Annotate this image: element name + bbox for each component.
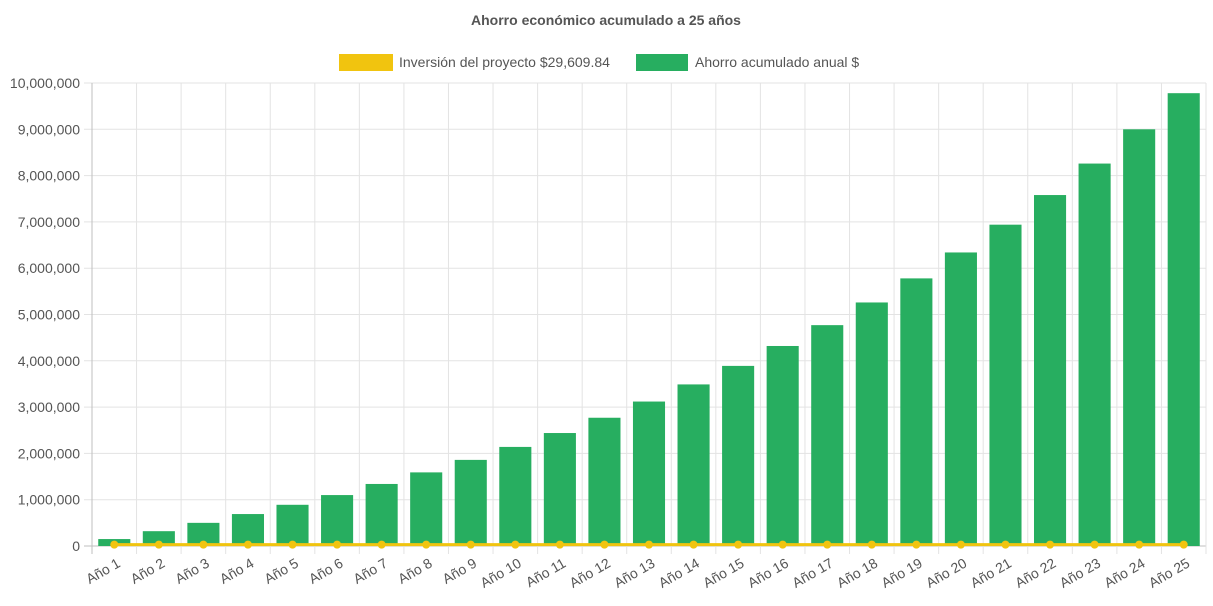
x-tick-label: Año 1 [83, 555, 123, 587]
bar-14[interactable] [677, 384, 710, 546]
x-tick-label: Año 8 [395, 555, 435, 587]
x-tick-label: Año 18 [834, 555, 881, 591]
investment-point-18[interactable] [867, 540, 876, 549]
y-tick-label: 8,000,000 [18, 168, 80, 184]
y-tick-label: 7,000,000 [18, 214, 80, 230]
x-tick-label: Año 24 [1101, 555, 1148, 591]
bar-25[interactable] [1167, 93, 1200, 546]
bar-7[interactable] [365, 483, 398, 546]
chart-title: Ahorro económico acumulado a 25 años [471, 12, 741, 28]
investment-point-23[interactable] [1090, 540, 1099, 549]
bar-9[interactable] [454, 459, 487, 546]
bar-19[interactable] [900, 278, 933, 546]
investment-point-15[interactable] [734, 540, 743, 549]
investment-point-8[interactable] [422, 540, 431, 549]
grid [84, 82, 1207, 554]
x-tick-label: Año 14 [656, 555, 703, 591]
investment-point-4[interactable] [243, 540, 252, 549]
legend-label-savings[interactable]: Ahorro acumulado anual $ [695, 54, 859, 70]
bar-13[interactable] [632, 401, 666, 546]
y-tick-label: 0 [72, 538, 80, 554]
legend: Inversión del proyecto $29,609.84 Ahorro… [339, 54, 859, 71]
investment-point-3[interactable] [199, 540, 208, 549]
x-tick-label: Año 25 [1146, 555, 1193, 591]
y-tick-label: 6,000,000 [18, 260, 80, 276]
bar-17[interactable] [811, 325, 844, 546]
x-tick-label: Año 11 [523, 555, 569, 591]
x-tick-label: Año 20 [923, 555, 970, 591]
x-tick-label: Año 2 [128, 555, 168, 587]
x-tick-label: Año 7 [350, 555, 390, 587]
investment-point-9[interactable] [466, 540, 475, 549]
bar-11[interactable] [543, 433, 576, 546]
bar-6[interactable] [321, 495, 354, 546]
x-tick-label: Año 6 [306, 555, 346, 587]
investment-point-19[interactable] [912, 540, 921, 549]
y-tick-label: 5,000,000 [18, 307, 80, 323]
x-tick-label: Año 10 [477, 555, 524, 591]
x-tick-label: Año 23 [1057, 555, 1104, 591]
x-tick-label: Año 9 [440, 555, 480, 587]
investment-point-10[interactable] [511, 540, 520, 549]
investment-point-12[interactable] [600, 540, 609, 549]
investment-point-24[interactable] [1135, 540, 1144, 549]
y-tick-label: 1,000,000 [18, 492, 80, 508]
bar-5[interactable] [276, 504, 309, 546]
x-tick-label: Año 13 [611, 555, 658, 591]
legend-swatch-savings[interactable] [636, 54, 688, 71]
bar-15[interactable] [722, 365, 755, 546]
x-tick-label: Año 21 [968, 555, 1015, 591]
y-tick-label: 4,000,000 [18, 353, 80, 369]
bar-21[interactable] [989, 224, 1022, 547]
bar-18[interactable] [855, 302, 888, 546]
bar-12[interactable] [588, 417, 621, 546]
investment-point-1[interactable] [110, 540, 119, 549]
investment-point-11[interactable] [555, 540, 564, 549]
x-tick-label: Año 3 [172, 555, 212, 587]
x-tick-label: Año 16 [745, 555, 792, 591]
bar-22[interactable] [1033, 195, 1067, 546]
bar-23[interactable] [1078, 163, 1111, 546]
investment-point-6[interactable] [333, 540, 342, 549]
investment-point-2[interactable] [154, 540, 163, 549]
y-tick-label: 9,000,000 [18, 121, 80, 137]
bar-3[interactable] [187, 522, 220, 546]
x-tick-label: Año 19 [878, 555, 925, 591]
y-tick-label: 2,000,000 [18, 445, 80, 461]
investment-line [110, 540, 1188, 549]
legend-label-investment[interactable]: Inversión del proyecto $29,609.84 [399, 54, 610, 70]
y-axis: 0 1,000,000 2,000,000 3,000,000 4,000,000 5,0… [10, 75, 80, 554]
bar-2[interactable] [142, 531, 175, 546]
bar-10[interactable] [499, 446, 532, 546]
investment-point-16[interactable] [778, 540, 787, 549]
x-tick-label: Año 4 [217, 555, 257, 587]
x-tick-label: Año 22 [1012, 555, 1059, 591]
bars [98, 93, 1200, 547]
x-axis: Año 1 Año 2 Año 3 Año 4 Año 5 Año 6 Año 7 Año 8… [83, 555, 1192, 591]
y-tick-label: 10,000,000 [10, 75, 80, 91]
investment-point-13[interactable] [645, 540, 653, 549]
x-tick-label: Año 15 [700, 555, 747, 591]
bar-24[interactable] [1123, 129, 1156, 547]
investment-point-25[interactable] [1179, 540, 1188, 549]
legend-swatch-investment[interactable] [339, 54, 393, 71]
investment-point-21[interactable] [1001, 540, 1010, 549]
investment-point-22[interactable] [1046, 540, 1055, 549]
bar-20[interactable] [944, 252, 977, 546]
investment-point-14[interactable] [689, 540, 698, 549]
investment-point-5[interactable] [288, 540, 297, 549]
investment-point-17[interactable] [823, 540, 832, 549]
investment-point-7[interactable] [377, 540, 386, 549]
bar-8[interactable] [410, 472, 443, 546]
x-tick-label: Año 17 [789, 555, 836, 591]
x-tick-label: Año 12 [567, 555, 614, 591]
investment-point-20[interactable] [956, 540, 965, 549]
bar-16[interactable] [766, 345, 799, 546]
x-tick-label: Año 5 [261, 555, 301, 587]
y-tick-label: 3,000,000 [18, 399, 80, 415]
